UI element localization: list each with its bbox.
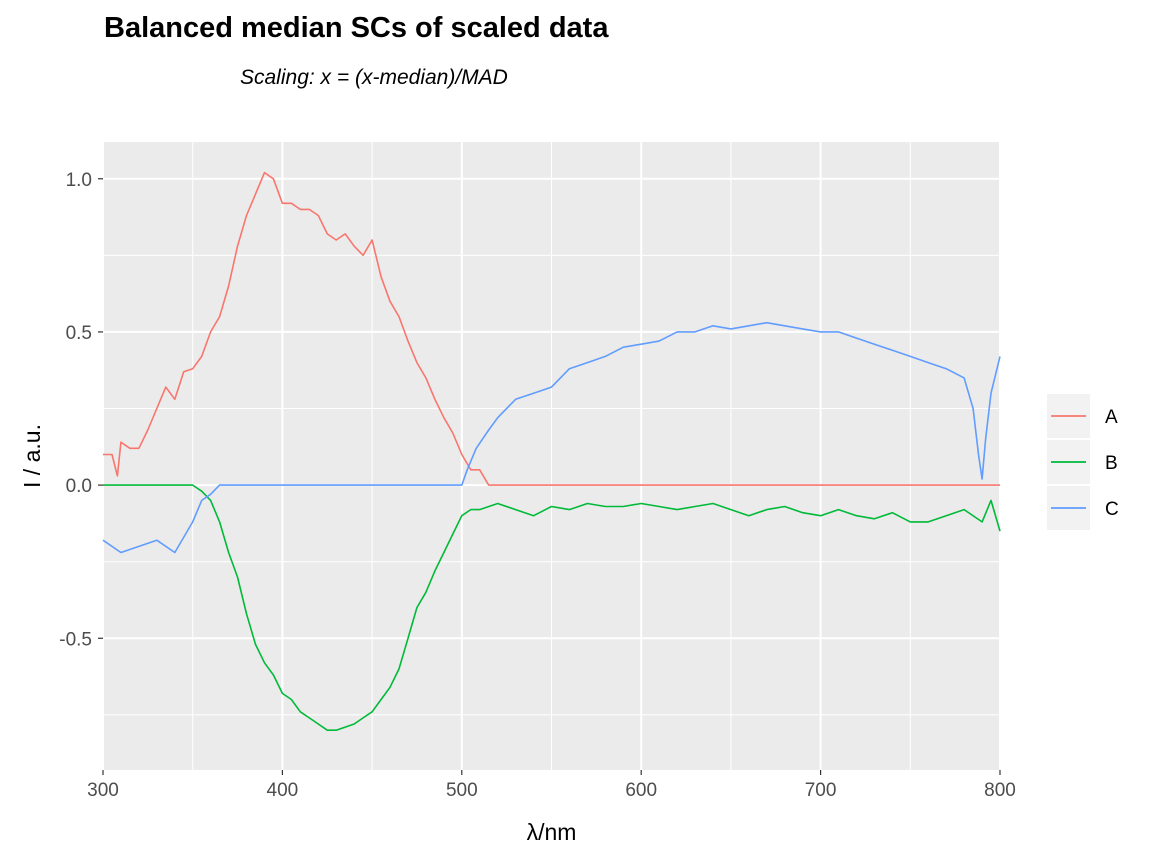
legend-label-C: C (1105, 499, 1119, 520)
x-axis-ticks: 300 400 500 600 700 800 (87, 770, 1016, 801)
minor-gridlines (103, 142, 1000, 770)
series-lines (102, 171, 1001, 732)
y-axis-title: I / a.u. (19, 424, 45, 488)
y-tick-label: 0.0 (66, 476, 92, 497)
y-tick-label: 0.5 (66, 323, 92, 344)
x-tick-label: 400 (267, 780, 299, 801)
x-tick-label: 300 (87, 780, 119, 801)
chart-subtitle: Scaling: x = (x-median)/MAD (240, 66, 508, 89)
chart-title: Balanced median SCs of scaled data (104, 12, 609, 44)
x-tick-label: 600 (625, 780, 657, 801)
x-tick-label: 700 (805, 780, 837, 801)
y-axis-ticks: -0.5 0.0 0.5 1.0 (59, 170, 103, 650)
legend: A B C (1047, 394, 1119, 530)
legend-label-A: A (1105, 407, 1118, 428)
x-tick-label: 800 (984, 780, 1016, 801)
y-tick-label: -0.5 (59, 629, 92, 650)
series-line-B (103, 484, 1001, 732)
y-tick-label: 1.0 (66, 170, 92, 191)
series-line-A (103, 171, 1000, 486)
series-line-C (102, 321, 1001, 554)
legend-label-B: B (1105, 453, 1118, 474)
x-axis-title: λ/nm (527, 819, 577, 845)
x-tick-label: 500 (446, 780, 478, 801)
